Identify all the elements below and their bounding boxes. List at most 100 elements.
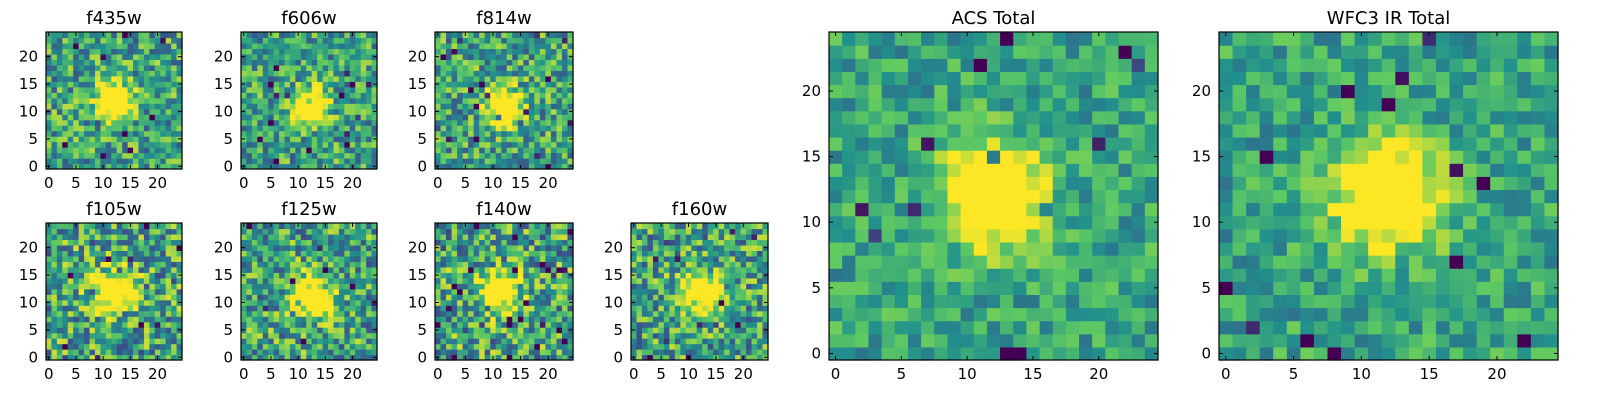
heatmap-cell bbox=[273, 299, 280, 306]
heatmap-cell bbox=[506, 272, 513, 279]
heatmap-cell bbox=[143, 277, 150, 284]
heatmap-cell bbox=[349, 266, 356, 273]
heatmap-cell bbox=[257, 272, 264, 279]
heatmap-cell bbox=[366, 310, 373, 317]
heatmap-cell bbox=[762, 266, 769, 273]
heatmap-cell bbox=[484, 228, 491, 235]
heatmap-cell bbox=[122, 37, 129, 44]
heatmap-cell bbox=[729, 299, 736, 306]
heatmap-cell bbox=[165, 48, 172, 55]
heatmap-cell bbox=[94, 321, 101, 328]
heatmap-cell bbox=[143, 310, 150, 317]
heatmap-cell bbox=[360, 332, 367, 339]
heatmap-cell bbox=[328, 288, 335, 295]
heatmap-cell bbox=[176, 223, 183, 230]
heatmap-cell bbox=[696, 223, 703, 230]
heatmap-cell bbox=[279, 250, 286, 257]
heatmap-cell bbox=[154, 130, 161, 137]
heatmap-cell bbox=[663, 349, 670, 356]
heatmap-cell bbox=[116, 294, 123, 301]
heatmap-cell bbox=[262, 81, 269, 88]
heatmap-cell bbox=[73, 283, 80, 290]
heatmap-cell bbox=[440, 114, 447, 121]
heatmap-cell bbox=[561, 81, 569, 88]
heatmap-cell bbox=[338, 316, 345, 323]
heatmap-cell bbox=[176, 158, 183, 165]
heatmap-cell bbox=[84, 244, 91, 251]
heatmap-cell bbox=[355, 108, 362, 115]
heatmap-cell bbox=[149, 119, 156, 126]
heatmap-cell bbox=[300, 321, 307, 328]
heatmap-cell bbox=[73, 103, 80, 110]
heatmap-cell bbox=[257, 233, 264, 241]
heatmap-cell bbox=[567, 59, 574, 66]
heatmap-cell bbox=[440, 316, 447, 323]
heatmap-cell bbox=[154, 108, 161, 115]
heatmap-cell bbox=[371, 64, 378, 71]
heatmap-cell bbox=[669, 332, 676, 339]
heatmap-cell bbox=[317, 158, 324, 165]
heatmap-cell bbox=[512, 349, 519, 356]
heatmap-cell bbox=[122, 125, 129, 132]
heatmap-cell bbox=[284, 255, 291, 262]
heatmap-cell bbox=[328, 250, 335, 257]
heatmap-cell bbox=[333, 338, 340, 345]
heatmap-cell bbox=[127, 75, 134, 82]
heatmap-cell bbox=[78, 277, 85, 284]
heatmap-cell bbox=[89, 92, 96, 99]
heatmap-cell bbox=[122, 86, 129, 93]
heatmap-cell bbox=[484, 125, 491, 132]
heatmap-cell bbox=[251, 92, 258, 99]
heatmap-cell bbox=[273, 283, 280, 290]
heatmap-cell bbox=[262, 239, 269, 246]
heatmap-cell bbox=[73, 114, 80, 121]
heatmap-cell bbox=[355, 70, 362, 77]
heatmap-cell bbox=[468, 250, 475, 257]
heatmap-cell bbox=[545, 125, 552, 132]
heatmap-cell bbox=[84, 327, 91, 334]
heatmap-cell bbox=[300, 163, 307, 170]
heatmap-cell bbox=[127, 119, 134, 126]
heatmap-cell bbox=[300, 53, 307, 60]
heatmap-cell bbox=[556, 327, 563, 334]
heatmap-cell bbox=[176, 305, 183, 312]
heatmap-cell bbox=[273, 92, 280, 99]
heatmap-cell bbox=[1131, 241, 1146, 256]
heatmap-cell bbox=[539, 70, 546, 77]
heatmap-cell bbox=[317, 92, 324, 99]
heatmap-cell bbox=[435, 261, 442, 268]
heatmap-cell bbox=[462, 228, 469, 235]
heatmap-cell bbox=[295, 37, 302, 44]
heatmap-cell bbox=[67, 343, 74, 350]
heatmap-cell bbox=[246, 70, 253, 77]
heatmap-cell bbox=[658, 327, 665, 334]
heatmap-cell bbox=[149, 288, 156, 295]
heatmap-cell bbox=[133, 70, 140, 77]
heatmap-cell bbox=[506, 332, 513, 339]
heatmap-cell bbox=[556, 299, 563, 306]
heatmap-cell bbox=[462, 75, 469, 82]
heatmap-cell bbox=[116, 332, 123, 339]
heatmap-cell bbox=[457, 37, 464, 44]
heatmap-cell bbox=[440, 119, 447, 126]
heatmap-cell bbox=[176, 321, 183, 328]
heatmap-cell bbox=[241, 114, 248, 121]
heatmap-cell bbox=[241, 147, 248, 154]
heatmap-cell bbox=[545, 250, 552, 257]
heatmap-cell bbox=[829, 176, 843, 191]
heatmap-cell bbox=[1079, 281, 1093, 295]
heatmap-cell bbox=[317, 310, 324, 317]
heatmap-cell bbox=[111, 152, 118, 159]
heatmap-cell bbox=[550, 244, 558, 251]
heatmap-cell bbox=[921, 281, 935, 295]
heatmap-cell bbox=[468, 244, 475, 251]
heatmap-cell bbox=[105, 163, 112, 170]
heatmap-cell bbox=[757, 277, 764, 284]
heatmap-cell bbox=[457, 81, 464, 88]
heatmap-cell bbox=[105, 70, 112, 77]
heatmap-cell bbox=[338, 75, 345, 82]
heatmap-cell bbox=[306, 163, 313, 170]
heatmap-cell bbox=[702, 255, 709, 262]
heatmap-cell bbox=[94, 70, 101, 77]
y-tick-label: 5 bbox=[223, 321, 233, 339]
